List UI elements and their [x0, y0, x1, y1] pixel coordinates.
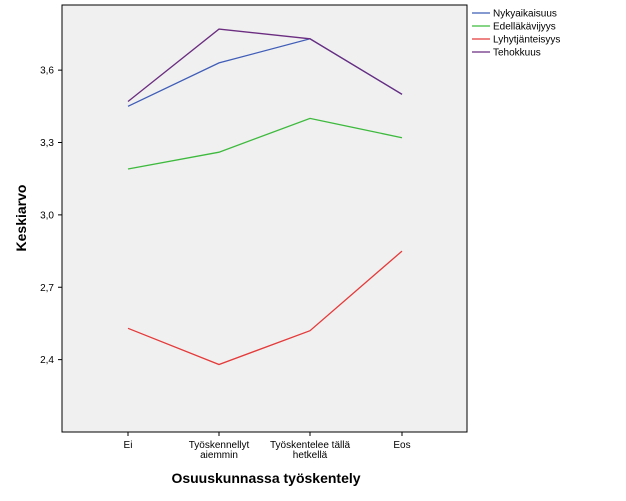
y-axis-title: Keskiarvo: [13, 185, 29, 252]
x-tick-label-line: Ei: [124, 440, 133, 451]
series-line-edell-k-vijyys: [127, 117, 403, 170]
y-tick-label: 2,4: [40, 355, 54, 366]
x-axis: Ei Työskennellyt aiemmin Työskentelee tällä…: [124, 432, 411, 461]
y-tick-label: 3,3: [40, 138, 54, 149]
y-tick-label: 3,0: [40, 210, 54, 221]
x-tick-label: Ei: [124, 440, 133, 451]
y-tick-label: 2,7: [40, 283, 54, 294]
x-tick-label-line: Eos: [393, 440, 410, 451]
series-line-lyhytj-nteisyys: [127, 250, 403, 366]
legend-label: Nykyaikaisuus: [493, 9, 557, 20]
x-tick-label-line: Työskentelee tällä: [270, 440, 350, 451]
y-tick-label: 3,6: [40, 66, 54, 77]
y-axis: 2,4 2,7 3,0 3,3 3,6: [40, 66, 62, 366]
legend-label: Edelläkävijyys: [493, 22, 556, 33]
x-tick-label: Työskennellyt aiemmin: [189, 440, 250, 461]
legend-label: Lyhytjänteisyys: [493, 35, 560, 46]
legend-label: Tehokkuus: [493, 48, 541, 59]
x-tick-label: Työskentelee tällä hetkellä: [270, 440, 350, 461]
x-axis-title: Osuuskunnassa työskentely: [171, 470, 360, 486]
x-tick-label-line: aiemmin: [200, 450, 238, 461]
x-tick-label: Eos: [393, 440, 410, 451]
series-lines: [127, 28, 403, 366]
legend: Nykyaikaisuus Edelläkävijyys Lyhytjänteisy…: [472, 9, 560, 59]
plot-area: [61, 4, 468, 433]
series-line-tehokkuus: [127, 28, 403, 103]
x-tick-label-line: hetkellä: [293, 450, 328, 461]
x-tick-label-line: Työskennellyt: [189, 440, 250, 451]
